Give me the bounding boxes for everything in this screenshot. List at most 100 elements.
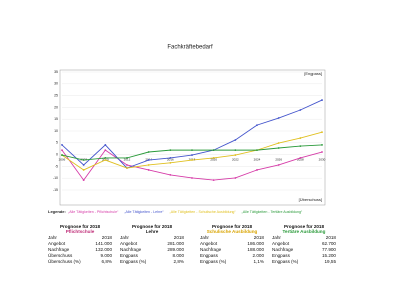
table-cell: 2.000: [252, 253, 265, 258]
point: [147, 164, 150, 166]
table-cell: 132.000: [95, 247, 112, 252]
point: [147, 169, 150, 171]
point: [147, 151, 150, 153]
table: Prognose für 2018 Tertiäre Ausbildung Jahr…: [272, 224, 336, 265]
table-cell: Angebot: [120, 241, 138, 246]
y-tick-label: -15: [53, 188, 58, 192]
table-subtitle: Schulische Ausbildung: [206, 229, 258, 234]
table-row: Engpass (%) 1,1%: [200, 259, 264, 265]
y-tick-label: 30: [54, 82, 58, 86]
table-row: Überschuss (%) 6,8%: [48, 259, 112, 265]
table-cell: Jahr: [120, 235, 129, 240]
table-cell: 289.000: [167, 247, 184, 252]
point: [104, 149, 107, 152]
table-row: Engpass 15.200: [272, 253, 336, 259]
annotation: [Engpass]: [304, 71, 322, 76]
table-row: Nachfrage 77.900: [272, 247, 336, 253]
table-cell: Engpass (%): [200, 259, 227, 264]
point: [234, 154, 237, 156]
table-cell: 141.000: [95, 241, 112, 246]
table-row: Nachfrage 188.000: [200, 247, 264, 253]
table-cell: Nachfrage: [48, 247, 70, 252]
point: [212, 157, 215, 159]
table-cell: Jahr: [200, 235, 209, 240]
table-cell: Nachfrage: [120, 247, 142, 252]
point: [256, 169, 258, 171]
table-cell: 2018: [325, 235, 336, 240]
point: [256, 149, 258, 152]
x-tick-label: 2028: [297, 157, 304, 161]
y-tick-label: 20: [54, 105, 58, 109]
point: [191, 149, 193, 152]
x-tick-label: 2016: [167, 157, 174, 161]
point: [169, 157, 172, 159]
table-cell: Engpass: [272, 253, 290, 258]
point: [147, 159, 150, 161]
x-tick-label: 2024: [254, 157, 261, 161]
y-tick-label: 25: [54, 94, 58, 98]
point: [104, 157, 107, 159]
point: [61, 154, 63, 156]
point: [277, 142, 280, 144]
y-tick-label: 5: [56, 141, 58, 145]
table-row: Angebot 62.700: [272, 241, 336, 247]
point: [191, 177, 193, 179]
point: [82, 169, 85, 171]
table-row: Angebot 141.000: [48, 241, 112, 247]
point: [212, 149, 215, 152]
table-row: Engpass (%) 19,55: [272, 259, 336, 265]
table-cell: Überschuss: [48, 253, 73, 258]
table: Prognose für 2018 Schulische Ausbildung Ja…: [200, 224, 264, 265]
x-tick-label: 2006: [59, 157, 66, 161]
point: [234, 177, 237, 179]
point: [299, 157, 302, 159]
table-cell: 188.000: [247, 247, 264, 252]
point: [234, 139, 237, 141]
table-row: Jahr 2018: [120, 235, 184, 241]
point: [191, 159, 193, 161]
table-row: Nachfrage 289.000: [120, 247, 184, 253]
table-cell: 1,1%: [253, 259, 264, 264]
table-heading: Prognose für 2018: [283, 224, 325, 229]
chart-title: Fachkräftebedarf: [167, 45, 213, 51]
point: [321, 99, 323, 101]
point: [256, 124, 258, 126]
table-row: Jahr 2018: [272, 235, 336, 241]
table-cell: 2018: [173, 235, 184, 240]
point: [61, 144, 63, 146]
point: [82, 159, 85, 161]
annotation: [Überschuss]: [299, 197, 322, 202]
point: [82, 164, 85, 166]
table-cell: 77.900: [321, 247, 336, 252]
legend-entry: „Alle Tätigkeiten - Lehre“: [124, 210, 164, 214]
table-cell: Engpass (%): [120, 259, 147, 264]
table-row: Engpass 2.000: [200, 253, 264, 259]
y-tick-label: 0: [56, 153, 58, 157]
table-row: Jahr 2018: [48, 235, 112, 241]
table-cell: Nachfrage: [272, 247, 294, 252]
table-cell: Angebot: [200, 241, 218, 246]
point: [126, 157, 128, 159]
table-cell: 2018: [253, 235, 264, 240]
series-line: [61, 131, 323, 171]
y-tick-label: -5: [55, 164, 58, 168]
point: [277, 117, 280, 119]
table-subtitle: Tertiäre Ausbildung: [282, 229, 326, 234]
legend-entry: „Alle Tätigkeiten - Schulische Ausbildun…: [170, 210, 237, 214]
x-tick-label: 2030: [319, 157, 326, 161]
point: [169, 161, 172, 164]
table-heading: Prognose für 2018: [131, 224, 173, 229]
point: [321, 151, 323, 153]
table-cell: 9.000: [100, 253, 113, 258]
table-row: Angebot 281.000: [120, 241, 184, 247]
table-cell: Jahr: [48, 235, 57, 240]
legend-entry: „Alle Tätigkeiten - Tertiäre Ausbildung“: [242, 210, 303, 214]
table-subtitle: Lehre: [145, 229, 159, 234]
table-cell: Überschuss (%): [48, 259, 81, 264]
point: [169, 149, 172, 152]
point: [277, 164, 280, 166]
point: [321, 131, 323, 134]
table-row: Engpass 8.000: [120, 253, 184, 259]
